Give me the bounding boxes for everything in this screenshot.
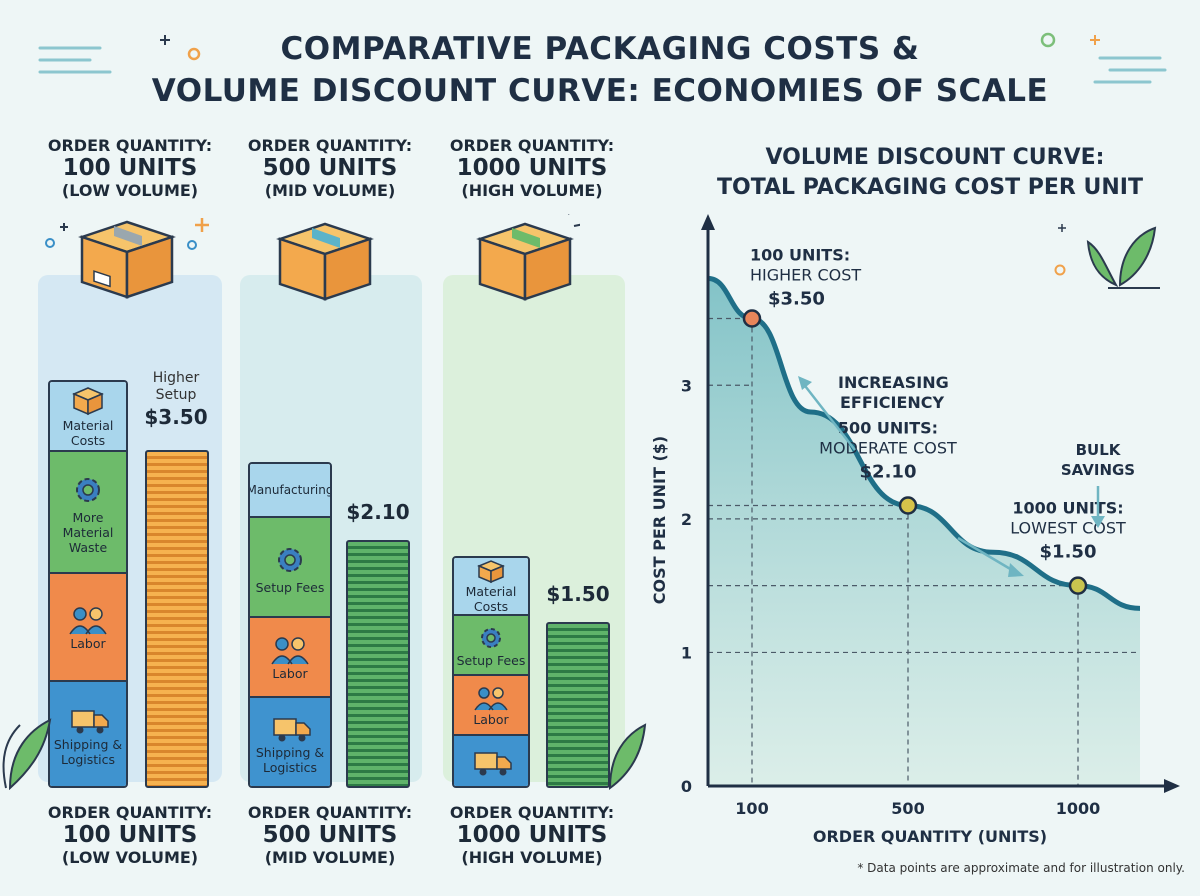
arrow-efficiency-head [798, 376, 812, 390]
qty-label-bottom-500: ORDER QUANTITY: 500 UNITS (MID VOLUME) [247, 803, 413, 867]
bar-note-100: Higher Setup [152, 370, 200, 403]
annotation-bulk-line1: BULK [1076, 441, 1122, 459]
truck-icon [474, 752, 512, 776]
y-tick-1: 1 [681, 643, 692, 662]
segment-shipping [454, 734, 528, 786]
point-label-100-line1: 100 UNITS: [750, 246, 850, 265]
segment-labor: Labor [250, 616, 330, 696]
arrow-savings-head [1008, 563, 1024, 577]
arrow-savings [957, 536, 1013, 572]
segment-manufacturing: Manufacturing [250, 464, 330, 516]
decorative-marks [38, 32, 1167, 84]
footnote: * Data points are approximate and for il… [857, 861, 1185, 875]
leaf-icon [2, 718, 52, 790]
y-tick-0: 0 [681, 777, 692, 796]
point-label-1000-line1: 1000 UNITS: [1012, 499, 1123, 518]
bar-price-100: $3.50 [144, 405, 208, 429]
segment-material-costs: Material Costs [50, 382, 126, 450]
curve-area [708, 278, 1140, 786]
people-icon [271, 636, 309, 664]
box-icon [78, 220, 176, 299]
box-icon [72, 387, 104, 416]
plot-area: 0 1 2 3 100 500 1000 100 UNITS:HIGHER COST $3.50… [681, 214, 1180, 818]
data-point-100 [742, 309, 762, 328]
gear-icon [278, 547, 302, 572]
data-point-1000 [1068, 576, 1088, 595]
box-icon [477, 560, 505, 584]
annotation-bulk-line2: SAVINGS [1061, 461, 1135, 479]
segment-setup-fees: Setup Fees [250, 516, 330, 616]
annotation-efficiency-line1: INCREASING [838, 373, 949, 392]
annotation-efficiency-line2: EFFICIENCY [840, 393, 945, 412]
bar-price-500: $2.10 [346, 500, 410, 524]
point-label-500-line2: MODERATE COST [819, 439, 957, 458]
point-price-100: $3.50 [768, 289, 825, 310]
segment-labor: Labor [454, 674, 528, 734]
stacked-bar-1000 [546, 622, 610, 788]
segment-material-costs: Material Costs [454, 558, 528, 614]
point-price-500: $2.10 [860, 462, 917, 483]
truck-icon [273, 718, 311, 742]
point-price-1000: $1.50 [1040, 542, 1097, 563]
chart-subtitle: TOTAL PACKAGING COST PER UNIT [717, 175, 1143, 200]
x-tick-500: 500 [891, 799, 924, 818]
data-point-500 [898, 496, 918, 515]
point-label-500-line1: 500 UNITS: [838, 419, 938, 438]
qty-label-bottom-100: ORDER QUANTITY: 100 UNITS (LOW VOLUME) [47, 803, 213, 867]
box-icon [276, 222, 374, 301]
point-label-1000-line2: LOWEST COST [1010, 519, 1126, 538]
segment-shipping: Shipping & Logistics [50, 680, 126, 786]
x-axis-arrow [1164, 779, 1180, 793]
page-title: COMPARATIVE PACKAGING COSTS & VOLUME DIS… [0, 28, 1200, 112]
qty-label-top-100: ORDER QUANTITY: 100 UNITS (LOW VOLUME) [47, 136, 213, 200]
y-axis-arrow [701, 214, 715, 230]
chart-title: VOLUME DISCOUNT CURVE: [766, 145, 1105, 170]
y-tick-3: 3 [681, 376, 692, 395]
title-line-1: COMPARATIVE PACKAGING COSTS & [280, 31, 920, 67]
stacked-bar-500 [346, 540, 410, 788]
segment-setup-fees: Setup Fees [454, 614, 528, 674]
segment-shipping: Shipping & Logistics [250, 696, 330, 786]
cost-stack-100: Material Costs More Material Waste Labor… [48, 380, 128, 788]
gear-icon [76, 477, 100, 502]
y-tick-2: 2 [681, 510, 692, 529]
segment-labor: Labor [50, 572, 126, 680]
cost-stack-500: Manufacturing Setup Fees Labor Shipping … [248, 462, 332, 788]
gear-icon [481, 627, 501, 648]
people-icon [474, 686, 508, 710]
box-icon [476, 214, 580, 301]
plant-icon [1054, 224, 1160, 289]
x-axis-label: ORDER QUANTITY (UNITS) [813, 827, 1047, 846]
arrow-bulk-head [1091, 516, 1105, 528]
qty-label-bottom-1000: ORDER QUANTITY: 1000 UNITS (HIGH VOLUME) [449, 803, 615, 867]
cost-stack-1000: Material Costs Setup Fees Labor [452, 556, 530, 788]
bar-price-1000: $1.50 [546, 582, 610, 606]
leaf-icon [608, 723, 647, 790]
x-tick-1000: 1000 [1056, 799, 1101, 818]
point-label-100-line2: HIGHER COST [750, 266, 861, 285]
stacked-bar-100 [145, 450, 209, 788]
discount-curve-chart: VOLUME DISCOUNT CURVE: TOTAL PACKAGING C… [650, 145, 1185, 875]
arrow-efficiency [801, 381, 856, 451]
truck-icon [71, 710, 109, 734]
people-icon [69, 606, 107, 634]
x-tick-100: 100 [735, 799, 768, 818]
segment-material-waste: More Material Waste [50, 450, 126, 572]
qty-label-top-500: ORDER QUANTITY: 500 UNITS (MID VOLUME) [247, 136, 413, 200]
y-axis-label: COST PER UNIT ($) [650, 436, 669, 604]
sparkle-icons [45, 218, 209, 250]
title-line-2: VOLUME DISCOUNT CURVE: ECONOMIES OF SCAL… [151, 73, 1049, 109]
qty-label-top-1000: ORDER QUANTITY: 1000 UNITS (HIGH VOLUME) [449, 136, 615, 200]
